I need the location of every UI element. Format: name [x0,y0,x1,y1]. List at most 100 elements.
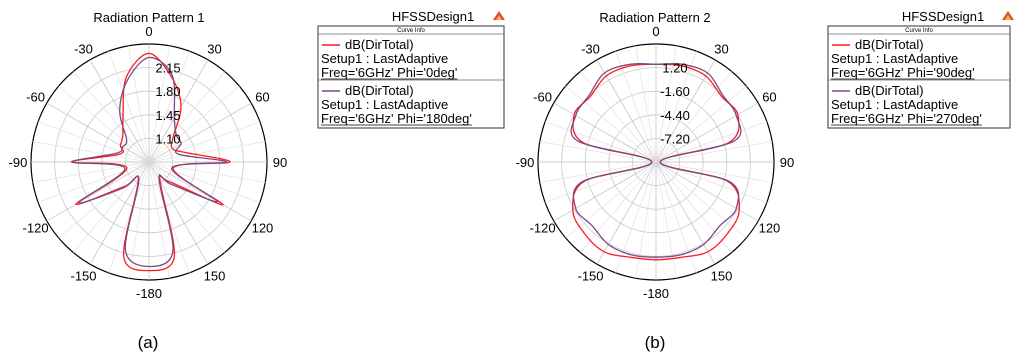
series-group [570,63,742,261]
angle-tick-label: -180 [643,286,669,301]
grid-spoke [72,71,150,163]
grid-spoke [655,161,733,253]
legend-series-name: dB(DirTotal) [855,83,924,98]
angle-tick-label: -90 [9,155,28,170]
grid-spoke [579,71,657,163]
legend-header: Curve Info [397,28,425,34]
grid-spoke [615,50,657,163]
tick-labels: 0 30 60 90 120 150 -180 -150 -120 -90 -60 -30 2.15 1.… [9,24,288,301]
radial-tick-label: -1.60 [660,84,690,99]
grid-spoke [148,161,252,222]
polar-grid [30,43,268,281]
legend-setup: Setup1 : LastAdaptive [321,97,448,112]
tick-labels: 0 30 60 90 120 150 -180 -150 -120 -90 -60 -30 1.20 -1… [516,24,795,301]
grid-spoke [655,59,716,163]
grid-spoke [58,85,150,163]
angle-tick-label: 60 [762,90,776,105]
grid-spoke [553,102,657,163]
angle-tick-label: 120 [252,221,274,236]
caption-b: (b) [645,333,666,352]
angle-tick-label: -120 [23,221,49,236]
grid-spoke [655,161,759,222]
polar-chart-b: Radiation Pattern 2 0 30 60 90 120 150 -180 -15… [516,10,795,301]
grid-spoke [148,161,261,203]
legend-freq: Freq='6GHz' Phi='270deg' [831,111,982,126]
angle-tick-label: 0 [145,24,152,39]
legend-freq: Freq='6GHz' Phi='90deg' [831,65,975,80]
grid-spoke [655,161,716,265]
grid-spoke [128,161,150,279]
grid-spoke [655,71,733,163]
legend-box [317,25,505,129]
grid-spoke [37,161,150,203]
legend-freq: Freq='6GHz' Phi='180deg' [321,111,472,126]
grid-spoke [46,102,150,163]
angle-tick-label: 0 [652,24,659,39]
grid-spoke [148,50,190,163]
grid-spoke [539,161,657,183]
grid-spoke [108,161,150,274]
grid-spoke [148,121,261,163]
angle-tick-label: -150 [577,268,603,283]
legend-setup: Setup1 : LastAdaptive [831,51,958,66]
polar-chart-a: Radiation Pattern 1 0 30 60 90 120 150 -180 -15… [9,10,288,301]
angle-tick-label: 150 [711,268,733,283]
grid-spoke [655,141,773,163]
grid-spoke [148,85,240,163]
series-line [570,63,742,258]
legend-freq: Freq='6GHz' Phi='0deg' [321,65,457,80]
angle-tick-label: 30 [714,42,728,57]
grid-spoke [655,102,759,163]
angle-tick-label: -120 [530,221,556,236]
legend-header: Curve Info [905,28,933,34]
radial-tick-label: 1.45 [155,108,180,123]
grid-spoke [108,50,150,163]
grid-spoke [148,161,190,274]
angle-tick-label: -180 [136,286,162,301]
series-line [72,56,228,268]
legend-series-name: dB(DirTotal) [345,37,414,52]
chart-title: Radiation Pattern 1 [93,10,204,25]
legend-b: HFSSDesign1 Curve Info dB(DirTotal)Setup… [827,9,1014,129]
radial-tick-label: 1.20 [662,61,687,76]
series-group [70,52,231,272]
grid-spoke [148,161,170,279]
grid-spoke [655,85,747,163]
grid-spoke [655,50,697,163]
angle-tick-label: -60 [26,90,45,105]
chart-title: Radiation Pattern 2 [599,10,710,25]
angle-tick-label: -30 [74,42,93,57]
legend-series-name: dB(DirTotal) [855,37,924,52]
grid-spoke [37,121,150,163]
grid-spoke [615,161,657,274]
grid-spoke [565,85,657,163]
legend-setup: Setup1 : LastAdaptive [831,97,958,112]
grid-spoke [32,141,150,163]
angle-tick-label: -60 [533,90,552,105]
legend-setup: Setup1 : LastAdaptive [321,51,448,66]
angle-tick-label: -30 [581,42,600,57]
angle-tick-label: 150 [204,268,226,283]
grid-spoke [596,161,657,265]
angle-tick-label: 90 [780,155,794,170]
radial-tick-label: 2.15 [155,61,180,76]
grid-spoke [148,161,240,239]
grid-spoke [148,141,266,163]
caption-a: (a) [138,333,159,352]
grid-spoke [46,161,150,222]
grid-spoke [128,45,150,163]
radial-tick-label: -7.20 [660,131,690,146]
design-name: HFSSDesign1 [902,9,984,24]
grid-spoke [58,161,150,239]
grid-spoke [655,161,747,239]
legend-series-name: dB(DirTotal) [345,83,414,98]
legend-box [827,25,1011,129]
grid-spoke [655,161,773,183]
design-name: HFSSDesign1 [392,9,474,24]
grid-spoke [148,161,266,183]
angle-tick-label: 60 [255,90,269,105]
angle-tick-label: 30 [207,42,221,57]
grid-spoke [148,59,209,163]
grid-spoke [655,161,697,274]
